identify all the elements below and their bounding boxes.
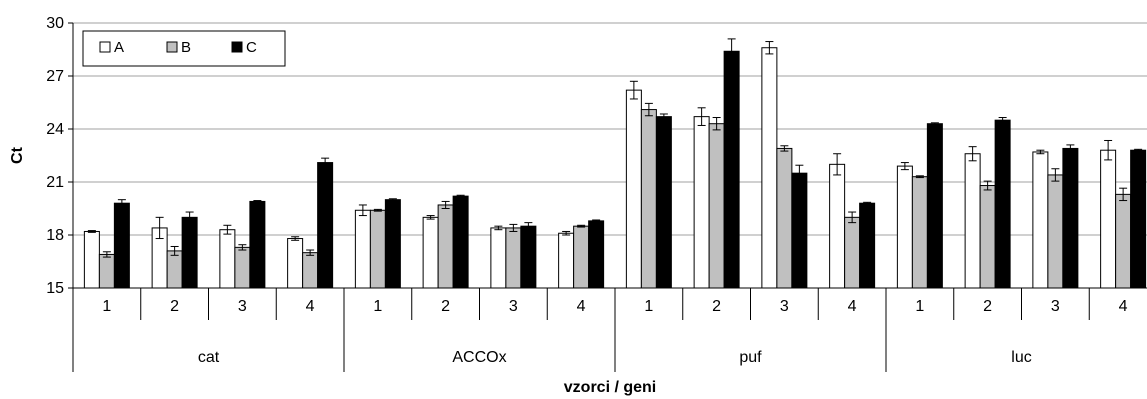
legend-label-A: A [114, 39, 124, 56]
bar-A-13 [896, 165, 913, 289]
bar-C-3 [249, 200, 266, 289]
bar-A-10 [693, 116, 710, 289]
group-label: cat [198, 349, 220, 366]
bar-C-4 [317, 162, 334, 289]
y-tick-label: 30 [46, 15, 64, 32]
bar-C-6 [452, 195, 469, 289]
bar-C-14 [994, 119, 1011, 289]
bar-A-5 [354, 209, 371, 289]
bar-B-4 [302, 252, 319, 289]
legend-box [82, 30, 286, 67]
bar-B-12 [844, 216, 861, 289]
group-label: puf [739, 349, 762, 366]
bar-A-16 [1100, 149, 1117, 289]
x-tick-label: 1 [373, 298, 382, 315]
bar-B-10 [708, 123, 725, 289]
bar-B-2 [166, 250, 183, 289]
bar-C-2 [181, 216, 198, 289]
bars [83, 38, 1147, 289]
bar-A-11 [761, 47, 778, 289]
bar-A-14 [964, 153, 981, 289]
bar-B-1 [98, 253, 115, 289]
legend-swatch-C [231, 41, 243, 53]
bar-C-13 [926, 123, 943, 289]
bar-A-4 [287, 238, 304, 289]
bar-C-11 [791, 172, 808, 289]
bar-A-6 [422, 216, 439, 289]
bar-C-5 [384, 199, 401, 289]
bar-B-9 [640, 109, 657, 289]
bar-B-8 [573, 225, 590, 289]
bar-C-12 [859, 202, 876, 289]
bar-C-8 [588, 220, 605, 289]
x-tick-label: 4 [848, 298, 857, 315]
bar-A-9 [625, 89, 642, 289]
bar-A-1 [83, 230, 100, 289]
y-tick-label: 18 [46, 227, 64, 244]
bar-C-9 [655, 116, 672, 289]
x-tick-label: 4 [1119, 298, 1128, 315]
x-tick-label: 3 [238, 298, 247, 315]
x-tick-label: 2 [441, 298, 450, 315]
bar-A-12 [829, 163, 846, 289]
bar-A-3 [219, 229, 236, 289]
axes: 15 18 21 24 27 30 1 2 3 4 1 2 3 4 1 2 3 4 1 2 3 4 cat ACCOx puf l… [46, 15, 1147, 372]
y-tick-label: 27 [46, 68, 64, 85]
group-label: ACCOx [452, 349, 506, 366]
y-tick-label: 15 [46, 280, 64, 297]
x-tick-label: 2 [712, 298, 721, 315]
x-tick-label: 1 [102, 298, 111, 315]
x-tick-label: 4 [306, 298, 315, 315]
x-tick-label: 2 [983, 298, 992, 315]
bar-C-1 [113, 202, 130, 289]
x-tick-label: 1 [915, 298, 924, 315]
legend-swatch-B [166, 41, 178, 53]
y-axis-title: Ct [9, 146, 26, 164]
x-tick-label: 4 [577, 298, 586, 315]
legend-swatch-A [99, 41, 111, 53]
y-tick-label: 21 [46, 174, 64, 191]
bar-C-7 [520, 225, 537, 289]
x-tick-label: 3 [1051, 298, 1060, 315]
bar-A-8 [558, 232, 575, 289]
bar-A-15 [1032, 151, 1049, 289]
bar-B-3 [234, 246, 251, 289]
bar-B-15 [1047, 174, 1064, 289]
x-axis-title: vzorci / geni [564, 379, 656, 396]
legend: A B C [82, 30, 286, 67]
bar-B-16 [1115, 193, 1132, 289]
bar-A-7 [490, 227, 507, 289]
bar-B-6 [437, 204, 454, 289]
x-tick-label: 2 [170, 298, 179, 315]
bar-C-16 [1130, 149, 1147, 289]
bar-B-11 [776, 147, 793, 289]
bar-B-14 [979, 185, 996, 289]
x-tick-label: 3 [509, 298, 518, 315]
bar-B-5 [369, 209, 386, 289]
bar-C-15 [1062, 147, 1079, 289]
x-tick-label: 3 [780, 298, 789, 315]
bar-C-10 [723, 50, 740, 289]
group-label: luc [1011, 349, 1031, 366]
x-tick-label: 1 [644, 298, 653, 315]
bar-B-13 [911, 176, 928, 289]
legend-label-B: B [181, 39, 191, 56]
y-tick-label: 24 [46, 121, 64, 138]
legend-label-C: C [246, 39, 257, 56]
bar-B-7 [505, 227, 522, 289]
